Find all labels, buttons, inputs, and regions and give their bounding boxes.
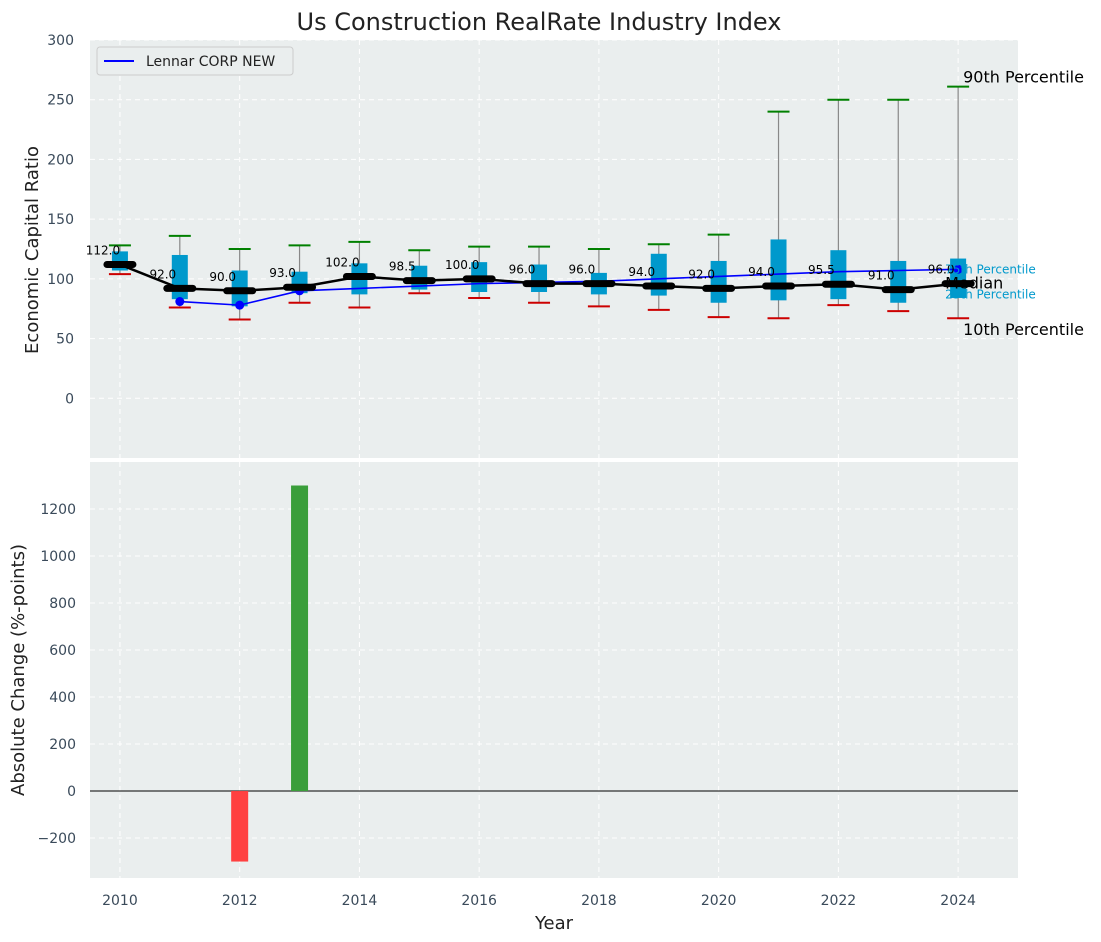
median-value-label: 96.0	[569, 263, 596, 277]
bottom-panel-background	[90, 462, 1018, 878]
change-bar	[231, 791, 249, 862]
legend-label: Lennar CORP NEW	[146, 54, 275, 70]
chart-title: Us Construction RealRate Industry Index	[297, 8, 782, 36]
top-y-tick-label: 0	[65, 391, 74, 407]
x-tick-label: 2012	[222, 893, 258, 909]
bottom-y-tick-label: 1200	[40, 502, 76, 518]
top-y-tick-label: 250	[47, 93, 74, 109]
top-y-ticks: 0 50 100 150 200 250 300	[47, 33, 74, 407]
bottom-y-tick-label: 600	[49, 643, 76, 659]
median-line-group	[103, 261, 975, 295]
bottom-y-tick-label: 1000	[40, 549, 76, 565]
median-value-label: 95.5	[808, 263, 835, 277]
bottom-y-tick-label: −200	[38, 831, 76, 847]
median-value-label: 91.0	[868, 269, 895, 283]
median-value-label: 102.0	[325, 255, 359, 269]
median-value-label: 98.5	[389, 260, 416, 274]
top-y-tick-label: 100	[47, 272, 74, 288]
median-labels: 112.0 92.0 90.0 93.0 102.0 98.5 100.0 96.0 96.0 9…	[86, 244, 955, 284]
median-value-label: 92.0	[688, 267, 715, 281]
median-value-label: 94.0	[628, 265, 655, 279]
median-value-label: 93.0	[269, 266, 296, 280]
median-value-label: 100.0	[445, 258, 479, 272]
legend-box	[96, 46, 294, 76]
series-point	[235, 300, 245, 310]
series-point	[175, 297, 185, 307]
bottom-y-tick-label: 0	[67, 784, 76, 800]
change-bars	[231, 485, 309, 862]
top-y-axis-label: Economic Capital Ratio	[22, 146, 43, 354]
x-tick-label: 2022	[821, 893, 857, 909]
top-y-tick-label: 150	[47, 212, 74, 228]
median-value-label: 96.0	[928, 263, 955, 277]
top-y-tick-label: 200	[47, 152, 74, 168]
change-bar	[291, 485, 309, 792]
x-tick-label: 2018	[581, 893, 617, 909]
p90-annotation: 90th Percentile	[963, 68, 1084, 87]
median-value-label: 90.0	[209, 270, 236, 284]
legend: Lennar CORP NEW	[96, 46, 294, 76]
top-y-tick-label: 300	[47, 33, 74, 49]
percentile-annotations: 90th Percentile 75th PercentileMedian25th…	[945, 68, 1084, 340]
bottom-y-tick-label: 200	[49, 737, 76, 753]
x-tick-label: 2014	[342, 893, 378, 909]
median-value-label: 112.0	[86, 244, 120, 258]
iqr-box	[710, 260, 727, 303]
bottom-y-tick-label: 400	[49, 690, 76, 706]
x-tick-label: 2020	[701, 893, 737, 909]
median-value-label: 96.0	[509, 263, 536, 277]
bottom-y-axis-label: Absolute Change (%-points)	[8, 544, 29, 796]
p75-annotation: 75th Percentile	[945, 262, 1036, 276]
x-tick-label: 2016	[461, 893, 497, 909]
x-ticks: 2010 2012 2014 2016 2018 2020 2022 2024	[102, 893, 976, 909]
top-y-tick-label: 50	[56, 332, 74, 348]
median-value-label: 92.0	[149, 267, 176, 281]
bottom-y-ticks: −200 0 200 400 600 800 1000 1200	[38, 502, 76, 847]
bottom-y-tick-label: 800	[49, 596, 76, 612]
p10-annotation: 10th Percentile	[963, 320, 1084, 339]
x-tick-label: 2010	[102, 893, 138, 909]
series-point	[953, 264, 963, 274]
p25-annotation: 25th Percentile	[945, 287, 1036, 301]
x-tick-label: 2024	[940, 893, 976, 909]
median-annotation: Median	[945, 274, 1003, 293]
x-axis-label: Year	[534, 913, 574, 934]
median-value-label: 94.0	[748, 265, 775, 279]
